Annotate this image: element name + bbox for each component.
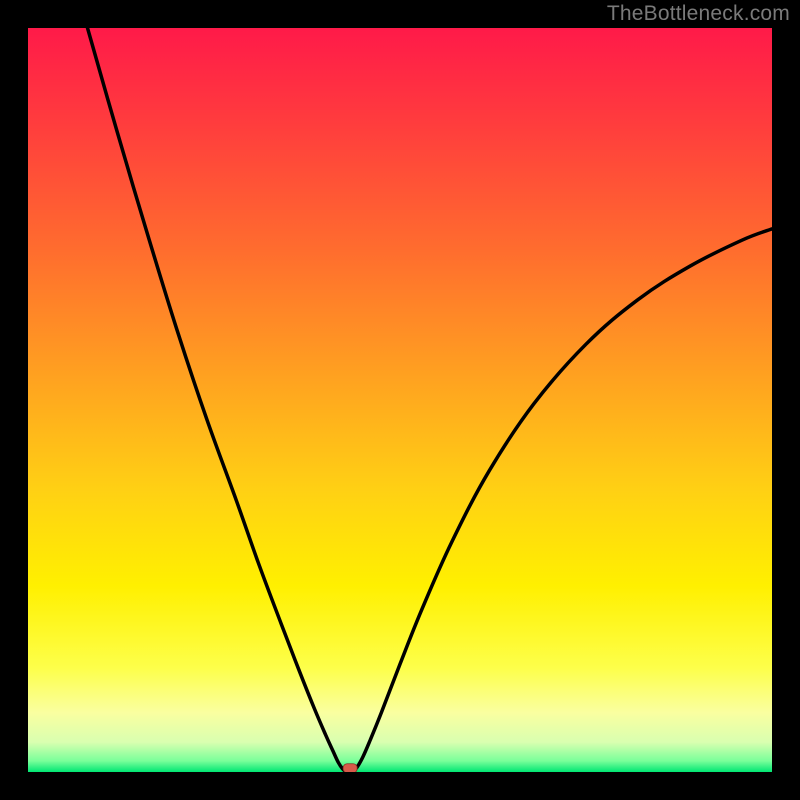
- chart-container: TheBottleneck.com: [0, 0, 800, 800]
- optimal-point-marker: [343, 764, 357, 773]
- bottleneck-curve-chart: [0, 0, 800, 800]
- watermark-text: TheBottleneck.com: [607, 2, 790, 26]
